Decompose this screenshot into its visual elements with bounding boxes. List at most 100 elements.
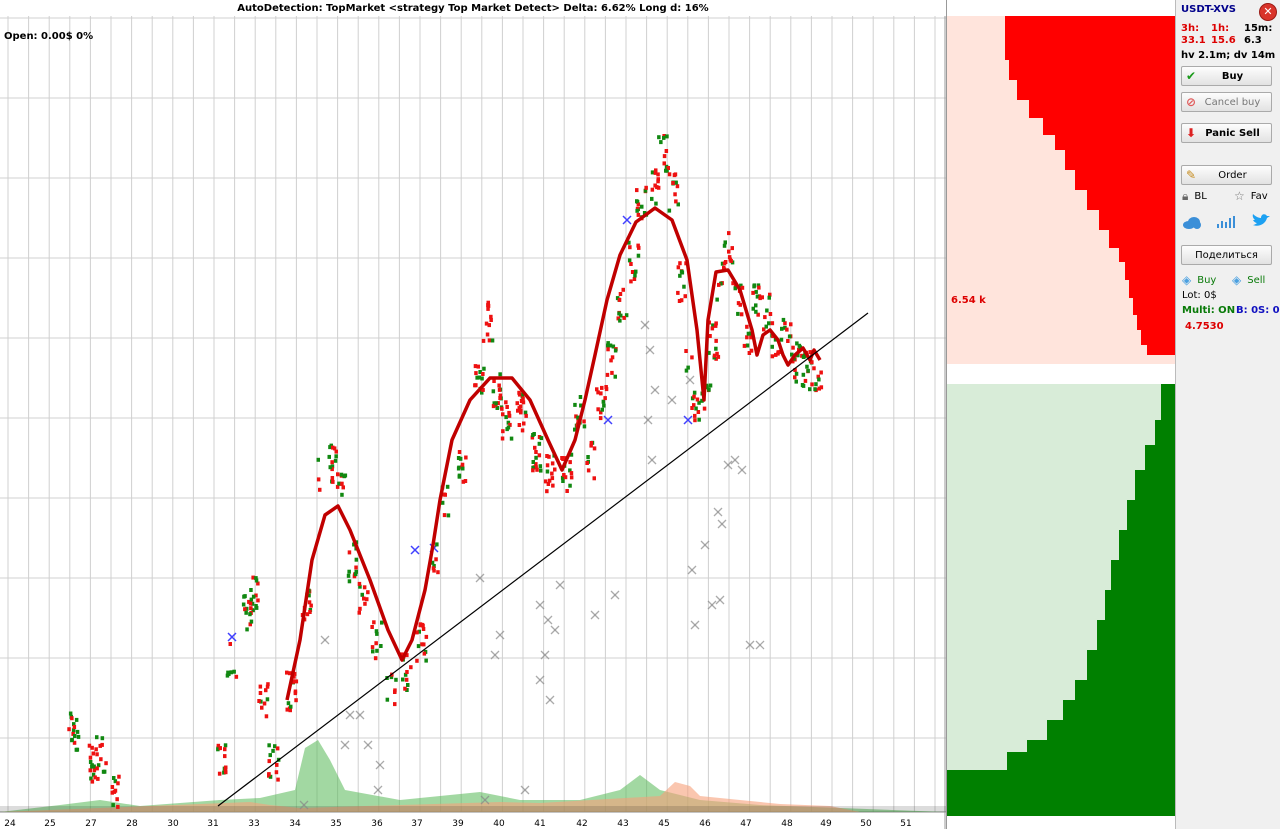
price-dot: [355, 558, 359, 562]
price-dot: [697, 418, 701, 422]
share-button[interactable]: Поделиться: [1181, 245, 1272, 265]
price-dot: [434, 557, 438, 561]
x-tick-label: 35: [330, 819, 341, 829]
price-dot: [618, 319, 622, 323]
buy-small-button[interactable]: ◈ Buy: [1182, 273, 1216, 287]
price-dot: [697, 410, 701, 414]
price-dot: [564, 475, 568, 479]
panic-sell-button[interactable]: ⬇ Panic Sell: [1181, 123, 1272, 143]
price-dot: [743, 344, 747, 348]
price-dot: [804, 379, 808, 383]
price-dot: [363, 602, 367, 606]
price-dot: [94, 747, 98, 751]
price-dot: [535, 468, 539, 472]
trade-cross: [356, 711, 364, 719]
trade-cross: [551, 626, 559, 634]
price-dot: [464, 456, 468, 460]
sell-small-button[interactable]: ◈ Sell: [1232, 273, 1265, 287]
cloud-icon[interactable]: [1182, 216, 1202, 228]
trade-cross: [611, 591, 619, 599]
price-dot: [531, 433, 535, 437]
price-dot: [328, 455, 332, 459]
price-dot: [606, 347, 610, 351]
price-dot: [336, 472, 340, 476]
blacklist-toggle[interactable]: 🔒︎ BL: [1182, 189, 1207, 204]
price-dot: [337, 482, 341, 486]
tf-1h-value: 15.6: [1211, 35, 1236, 46]
price-dot: [690, 355, 694, 359]
price-dot: [498, 372, 502, 376]
cancel-icon: ⊘: [1182, 95, 1200, 109]
price-dot: [101, 736, 105, 740]
chart-canvas[interactable]: 24 25 27 28 30 31 33 34 35 36 37 39 40 41 42 43 45 46 47 48…: [0, 0, 946, 829]
price-dot: [637, 254, 641, 258]
price-dot: [375, 632, 379, 636]
price-dot: [489, 315, 493, 319]
sell-count: S: 0: [1258, 305, 1280, 316]
price-dot: [409, 665, 413, 669]
price-dot: [820, 385, 824, 389]
price-dot: [786, 339, 790, 343]
price-dot: [331, 446, 335, 450]
cancel-buy-button[interactable]: ⊘ Cancel buy: [1181, 92, 1272, 112]
price-dot: [348, 550, 352, 554]
open-position-label: Open: 0.00$ 0%: [4, 31, 93, 42]
price-dot: [269, 753, 273, 757]
price-dot: [753, 283, 757, 287]
price-dot: [268, 759, 272, 763]
price-dot: [393, 690, 397, 694]
order-button[interactable]: ✎ Order: [1181, 165, 1272, 185]
price-dot: [635, 188, 639, 192]
x-tick-label: 25: [44, 819, 55, 829]
price-dot: [436, 570, 440, 574]
price-dot: [654, 202, 658, 206]
price-dot: [673, 192, 677, 196]
price-dot: [219, 746, 223, 750]
price-dot: [654, 168, 658, 172]
price-dot: [69, 712, 73, 716]
price-dot: [539, 469, 543, 473]
price-dot: [295, 679, 299, 683]
price-dot: [814, 382, 818, 386]
price-dot: [386, 698, 390, 702]
price-dot: [663, 161, 667, 165]
price-dot: [802, 384, 806, 388]
trade-cross: [731, 456, 739, 464]
price-dot: [252, 595, 256, 599]
trend-curve: [287, 208, 820, 700]
twitter-icon[interactable]: [1251, 213, 1271, 229]
price-dot: [458, 475, 462, 479]
price-dot: [728, 255, 732, 259]
price-dot: [765, 325, 769, 329]
price-dot: [729, 259, 733, 263]
price-dot: [420, 642, 424, 646]
price-dot: [95, 735, 99, 739]
price-dot: [590, 441, 594, 445]
price-dot: [659, 140, 663, 144]
price-dot: [232, 670, 236, 674]
price-dot: [358, 611, 362, 615]
trade-cross: [724, 461, 732, 469]
price-dot: [684, 349, 688, 353]
close-button[interactable]: ✕: [1259, 3, 1277, 21]
price-dot: [593, 476, 597, 480]
x-tick-label: 27: [85, 819, 96, 829]
price-chart[interactable]: 24 25 27 28 30 31 33 34 35 36 37 39 40 41 42 43 45 46 47 48…: [0, 0, 946, 829]
trade-cross: [536, 601, 544, 609]
price-dot: [635, 199, 639, 203]
price-dot: [95, 766, 99, 770]
price-dot: [677, 265, 681, 269]
favorite-toggle[interactable]: ☆ Fav: [1234, 189, 1268, 203]
price-dot: [545, 454, 549, 458]
price-dot: [245, 627, 249, 631]
price-dot: [254, 604, 257, 608]
entry-cross: [411, 546, 419, 554]
x-tick-label: 30: [167, 819, 179, 829]
trade-cross: [536, 676, 544, 684]
price-dot: [379, 644, 383, 648]
price-dot: [676, 291, 680, 295]
chart-stats-icon[interactable]: [1216, 215, 1236, 229]
buy-button[interactable]: ✔ Buy: [1181, 66, 1272, 86]
price-dot: [91, 780, 95, 784]
price-dot: [524, 414, 528, 418]
